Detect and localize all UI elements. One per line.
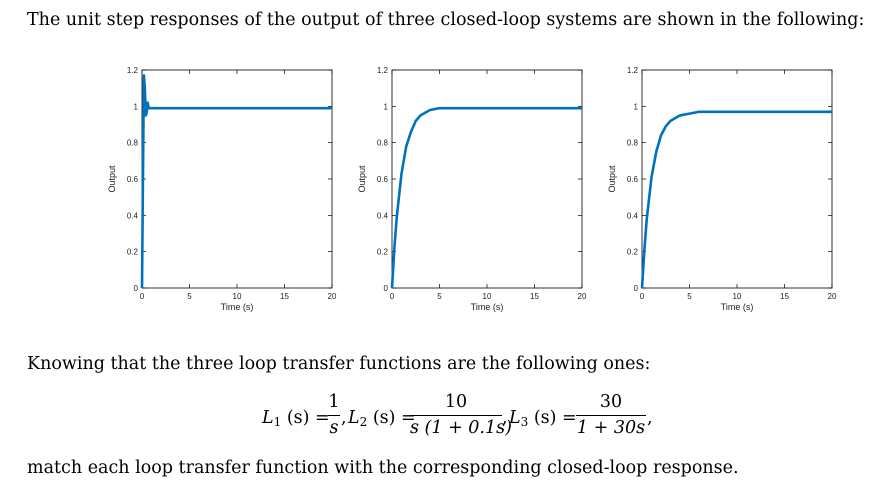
- x-tick-label: 5: [687, 292, 692, 301]
- x-tick-label: 20: [328, 292, 337, 301]
- plot-frame: [391, 69, 583, 289]
- y-tick-label: 1: [634, 102, 639, 111]
- l1-separator: ,: [341, 408, 347, 428]
- y-tick-label: 0.6: [627, 175, 639, 184]
- y-tick-label: 0.4: [127, 211, 139, 220]
- l3-separator: ,: [647, 408, 653, 428]
- y-tick-label: 0.2: [627, 248, 639, 257]
- x-tick-label: 0: [390, 292, 395, 301]
- y-tick-label: 0.8: [377, 139, 389, 148]
- y-tick-label: 0.8: [627, 139, 639, 148]
- l3-fraction: 30 1 + 30s: [576, 392, 646, 438]
- y-tick-label: 0: [384, 284, 389, 293]
- y-tick-label: 1.2: [627, 66, 639, 75]
- y-tick-label: 0: [634, 284, 639, 293]
- x-tick-label: 15: [780, 292, 789, 301]
- y-tick-label: 0.2: [127, 248, 139, 257]
- y-tick-label: 1: [134, 102, 139, 111]
- y-tick-label: 0.6: [377, 175, 389, 184]
- x-axis-label: Time (s): [221, 302, 254, 312]
- x-tick-label: 5: [187, 292, 192, 301]
- y-tick-label: 0.4: [627, 211, 639, 220]
- y-tick-label: 0.8: [127, 139, 139, 148]
- y-axis-label: Output: [607, 165, 617, 193]
- x-tick-label: 10: [483, 292, 492, 301]
- l2-lhs: L2 (s) =: [348, 408, 416, 429]
- y-tick-label: 0.4: [377, 211, 389, 220]
- y-tick-label: 1.2: [127, 66, 139, 75]
- x-tick-label: 20: [578, 292, 587, 301]
- l2-fraction: 10 s (1 + 0.1s): [410, 392, 512, 438]
- x-tick-label: 10: [233, 292, 242, 301]
- knowing-text: Knowing that the three loop transfer fun…: [27, 354, 651, 374]
- l3-lhs: L3 (s) =: [509, 408, 577, 429]
- y-axis-label: Output: [107, 165, 117, 193]
- y-tick-label: 1.2: [377, 66, 389, 75]
- y-tick-label: 0.6: [127, 175, 139, 184]
- y-axis-label: Output: [357, 165, 367, 193]
- response-line: [140, 74, 332, 289]
- l1-lhs: L1 (s) =: [262, 408, 330, 429]
- plot-frame: [641, 69, 833, 289]
- x-tick-label: 10: [733, 292, 742, 301]
- l2-separator: ,: [502, 408, 508, 428]
- y-tick-label: 0: [134, 284, 139, 293]
- y-tick-label: 1: [384, 102, 389, 111]
- x-axis-label: Time (s): [471, 302, 504, 312]
- step-response-chart-1: 0 0.2 0.4 0.6 0.8 1 1.2 0 5 10 15 20 Time (s) Output: [107, 66, 337, 312]
- intro-text: The unit step responses of the output of…: [27, 10, 865, 30]
- match-text: match each loop transfer function with t…: [27, 458, 739, 478]
- step-response-chart-2: 0 0.2 0.4 0.6 0.8 1 1.2 0 5 10 15 20 Time (s) Output: [357, 66, 587, 312]
- response-line: [390, 106, 582, 289]
- y-tick-label: 0.2: [377, 248, 389, 257]
- x-tick-label: 0: [140, 292, 145, 301]
- plot-frame: [141, 69, 333, 289]
- x-tick-label: 20: [828, 292, 837, 301]
- x-tick-label: 5: [437, 292, 442, 301]
- x-tick-label: 0: [640, 292, 645, 301]
- response-line: [640, 110, 832, 289]
- step-response-chart-3: 0 0.2 0.4 0.6 0.8 1 1.2 0 5 10 15 20 Time (s) Output: [607, 66, 837, 312]
- x-tick-label: 15: [530, 292, 539, 301]
- x-tick-label: 15: [280, 292, 289, 301]
- x-axis-label: Time (s): [721, 302, 754, 312]
